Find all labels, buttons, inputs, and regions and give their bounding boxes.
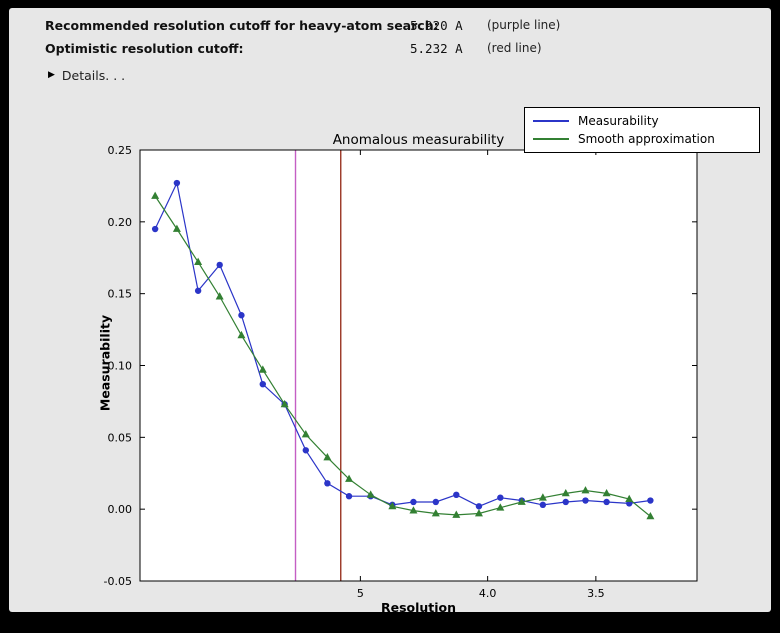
recommended-cutoff-label: Recommended resolution cutoff for heavy-… [45, 18, 439, 33]
data-point-marker [562, 498, 569, 506]
y-tick-label: -0.05 [104, 575, 132, 588]
data-point-marker [647, 497, 654, 504]
data-point-marker [646, 511, 655, 520]
data-point-marker [345, 493, 353, 500]
legend-label-smooth: Smooth approximation [578, 132, 715, 146]
y-tick-label: 0.15 [108, 288, 133, 301]
data-point-marker [538, 493, 547, 501]
data-point-marker [432, 498, 440, 506]
optimistic-cutoff-note: (red line) [487, 41, 542, 55]
data-point-marker [431, 509, 440, 517]
recommended-cutoff-note: (purple line) [487, 18, 561, 32]
results-panel: Recommended resolution cutoff for heavy-… [9, 8, 771, 615]
disclosure-triangle-icon: ▶ [48, 70, 55, 80]
y-tick-label: 0.00 [108, 503, 133, 516]
data-point-marker [453, 491, 460, 498]
data-point-marker [280, 399, 289, 408]
data-point-marker [215, 292, 224, 300]
data-point-marker [602, 488, 611, 497]
legend-entry-smooth: Smooth approximation [531, 130, 753, 148]
legend-line-measurability [533, 120, 569, 122]
legend: Measurability Smooth approximation [524, 107, 760, 153]
data-point-marker [302, 447, 309, 454]
data-point-marker [603, 498, 610, 506]
data-point-marker [151, 225, 159, 233]
data-point-marker [173, 179, 181, 187]
data-point-marker [561, 488, 570, 497]
data-point-marker [258, 365, 267, 373]
data-point-marker [388, 501, 397, 510]
details-label: Details. . . [61, 68, 126, 83]
y-tick-label: 0.25 [108, 144, 133, 157]
data-point-marker [366, 490, 375, 498]
optimistic-cutoff-label: Optimistic resolution cutoff: [45, 41, 244, 56]
data-point-marker [345, 474, 354, 482]
x-tick-label: 3.5 [587, 587, 605, 600]
data-point-marker [237, 330, 246, 339]
legend-entry-measurability: Measurability [531, 112, 753, 130]
data-point-marker [581, 486, 590, 494]
x-axis-label: Resolution [380, 600, 457, 615]
data-point-marker [582, 497, 589, 504]
legend-line-smooth [533, 138, 569, 140]
data-point-marker [151, 191, 160, 199]
data-point-marker [475, 503, 483, 510]
data-point-marker [324, 480, 331, 487]
x-tick-label: 5 [357, 587, 364, 600]
data-point-marker [216, 261, 223, 269]
details-toggle[interactable]: ▶ Details. . . [48, 68, 125, 83]
series-line [154, 195, 651, 517]
chart-title: Anomalous measurability [332, 132, 505, 148]
data-point-marker [496, 503, 505, 511]
data-point-marker [194, 287, 202, 294]
data-point-marker [172, 224, 181, 232]
series-smooth-approximation [151, 191, 655, 520]
data-point-marker [323, 453, 332, 461]
data-point-marker [259, 380, 266, 388]
data-point-marker [452, 510, 461, 518]
plot-area: 0.25 0.20 0.15 0.10 0.05 0.00 -0.05 5 4.0 3.5 [104, 144, 698, 600]
optimistic-cutoff-value: 5.232 A [410, 41, 463, 56]
series-line [154, 181, 651, 507]
data-point-marker [409, 506, 418, 514]
x-tick-label: 4.0 [479, 587, 497, 600]
data-point-marker [410, 498, 417, 506]
data-point-marker [301, 430, 310, 438]
y-tick-label: 0.05 [108, 431, 133, 444]
data-point-marker [238, 312, 245, 319]
plot-background [140, 150, 697, 581]
series-measurability [151, 179, 654, 510]
data-point-marker [194, 257, 203, 265]
data-point-marker [474, 509, 483, 517]
recommended-cutoff-value: 5.920 A [410, 18, 463, 33]
data-point-marker [625, 494, 634, 503]
data-point-marker [539, 501, 547, 509]
y-tick-label: 0.20 [108, 216, 133, 229]
y-tick-label: 0.10 [108, 360, 133, 373]
data-point-marker [497, 494, 504, 501]
data-point-marker [517, 497, 526, 505]
legend-label-measurability: Measurability [578, 114, 659, 128]
